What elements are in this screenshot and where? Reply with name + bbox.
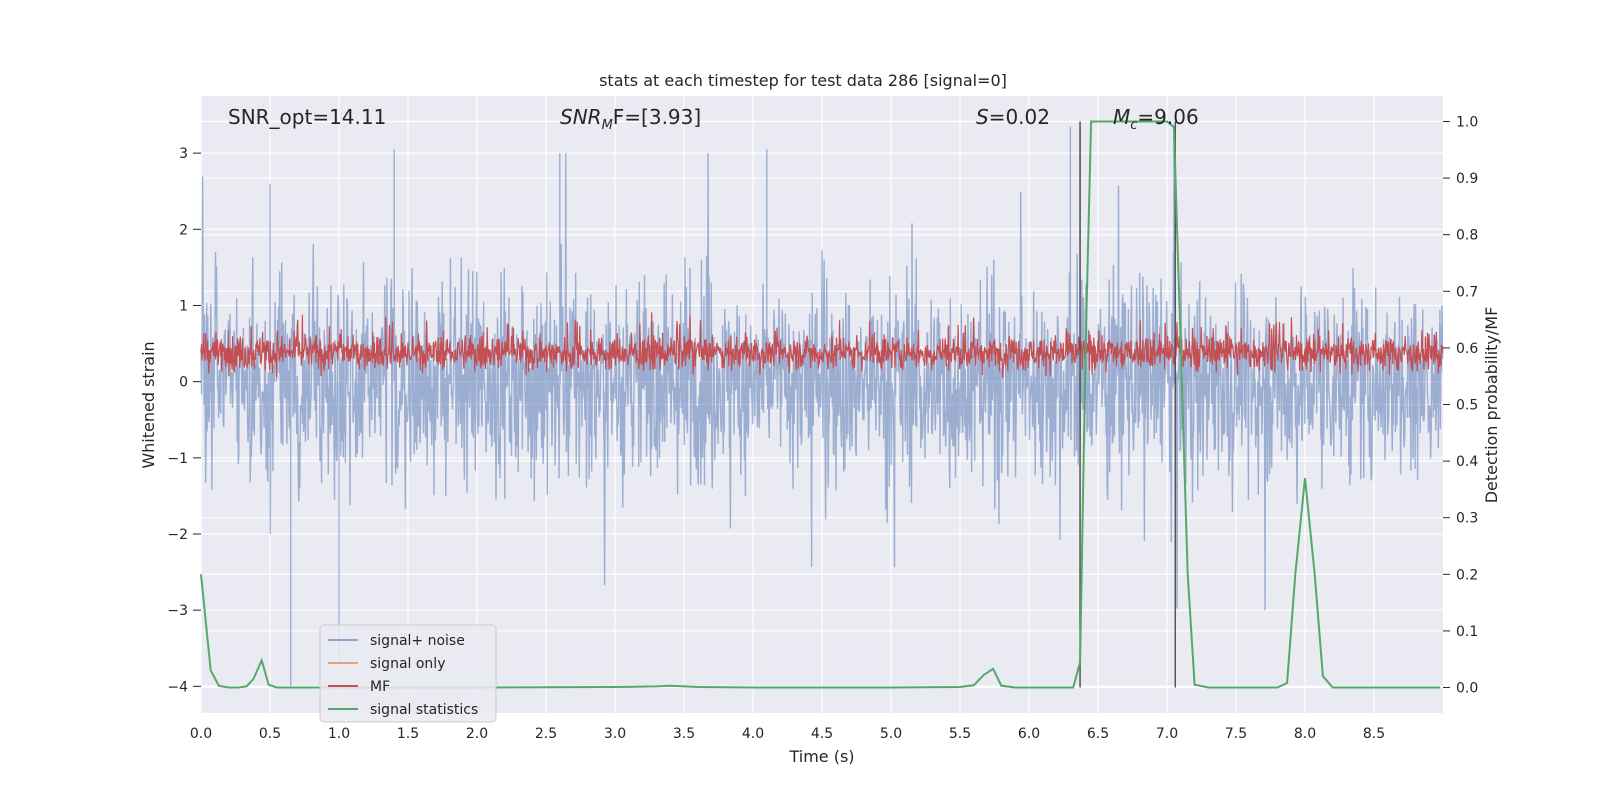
y-axis-left: 3 2 1 0 −1 −2 −3 −4 [167, 146, 201, 695]
y-tick-label: −4 [167, 679, 188, 695]
y-right-tick-label: 0.4 [1456, 454, 1478, 470]
y-right-tick-label: 1.0 [1456, 114, 1478, 130]
legend-label: signal statistics [370, 702, 478, 718]
annotation-snr-mf-rest: F=[3.93] [613, 105, 701, 129]
annotation-mc: Mc=9.06 [1113, 105, 1199, 133]
y-tick-label: −1 [167, 451, 188, 467]
y-tick-label: 1 [179, 298, 188, 314]
y-tick-label: −2 [167, 527, 188, 543]
annotation-mc-sub: c [1130, 118, 1137, 133]
legend-label: signal+ noise [370, 633, 465, 649]
mf-line [200, 312, 1444, 378]
x-tick-label: 1.0 [328, 726, 350, 742]
y-right-tick-label: 0.2 [1456, 567, 1478, 583]
x-tick-label: 1.5 [397, 726, 419, 742]
y-axis-right: 1.0 0.9 0.8 0.7 0.6 0.5 0.4 0.3 0.2 0.1 0.0 [1443, 114, 1478, 697]
y-axis-label-right: Detection probability/MF [1482, 307, 1501, 504]
signal-statistics-series [200, 120, 1441, 689]
x-tick-label: 8.0 [1294, 726, 1316, 742]
legend-entries: signal+ noise signal only MF signal statist… [328, 633, 478, 718]
legend-box [319, 624, 497, 723]
vertical-markers [1079, 121, 1177, 688]
x-tick-label: 6.5 [1087, 726, 1109, 742]
x-tick-label: 7.5 [1225, 726, 1247, 742]
x-tick-label: 7.0 [1156, 726, 1178, 742]
x-tick-label: 4.0 [742, 726, 764, 742]
x-axis-label: Time (s) [788, 747, 854, 766]
annotation-s-rest: =0.02 [989, 105, 1050, 129]
x-tick-label: 2.5 [535, 726, 557, 742]
y-tick-label: 3 [179, 146, 188, 162]
y-axis-label: Whitened strain [139, 341, 158, 468]
x-tick-label: 6.0 [1018, 726, 1040, 742]
legend-label: signal only [370, 656, 445, 672]
annotation-mc-rest: =9.06 [1137, 105, 1198, 129]
chart-title: stats at each timestep for test data 286… [599, 71, 1007, 90]
x-tick-label: 0.5 [259, 726, 281, 742]
y-right-tick-label: 0.9 [1456, 171, 1478, 187]
annotation-snr-mf-italic: SNR [560, 105, 602, 129]
annotation-s: S=0.02 [976, 105, 1050, 129]
y-tick-label: 2 [179, 222, 188, 238]
mf-series [200, 312, 1444, 378]
y-right-tick-label: 0.8 [1456, 228, 1478, 244]
y-tick-label: 0 [179, 375, 188, 391]
annotation-mc-italic: M [1113, 105, 1130, 129]
y-right-tick-label: 0.5 [1456, 398, 1478, 414]
x-tick-label: 3.5 [673, 726, 695, 742]
x-axis: 0.0 0.5 1.0 1.5 2.0 2.5 3.0 3.5 4.0 4.5 5.0 5.5 6.0 6… [190, 726, 1385, 742]
y-right-tick-label: 0.1 [1456, 624, 1478, 640]
legend-label: MF [370, 679, 390, 695]
annotation-snr-opt: SNR_opt=14.11 [228, 105, 386, 129]
signal-statistics-line [200, 120, 1441, 689]
x-tick-label: 0.0 [190, 726, 212, 742]
x-tick-label: 2.0 [466, 726, 488, 742]
x-tick-label: 3.0 [604, 726, 626, 742]
x-tick-label: 5.5 [949, 726, 971, 742]
annotation-snr-mf-sub: M [602, 118, 613, 133]
x-tick-label: 5.0 [880, 726, 902, 742]
annotation-s-italic: S [976, 105, 989, 129]
annotation-snr-mf: SNRMF=[3.93] [560, 105, 701, 133]
y-right-tick-label: 0.7 [1456, 284, 1478, 300]
legend: signal+ noise signal only MF signal statist… [319, 624, 497, 723]
y-right-tick-label: 0.3 [1456, 511, 1478, 527]
x-tick-label: 4.5 [811, 726, 833, 742]
x-tick-label: 8.5 [1363, 726, 1385, 742]
y-right-tick-label: 0.0 [1456, 681, 1478, 697]
y-tick-label: −3 [167, 603, 188, 619]
y-right-tick-label: 0.6 [1456, 341, 1478, 357]
